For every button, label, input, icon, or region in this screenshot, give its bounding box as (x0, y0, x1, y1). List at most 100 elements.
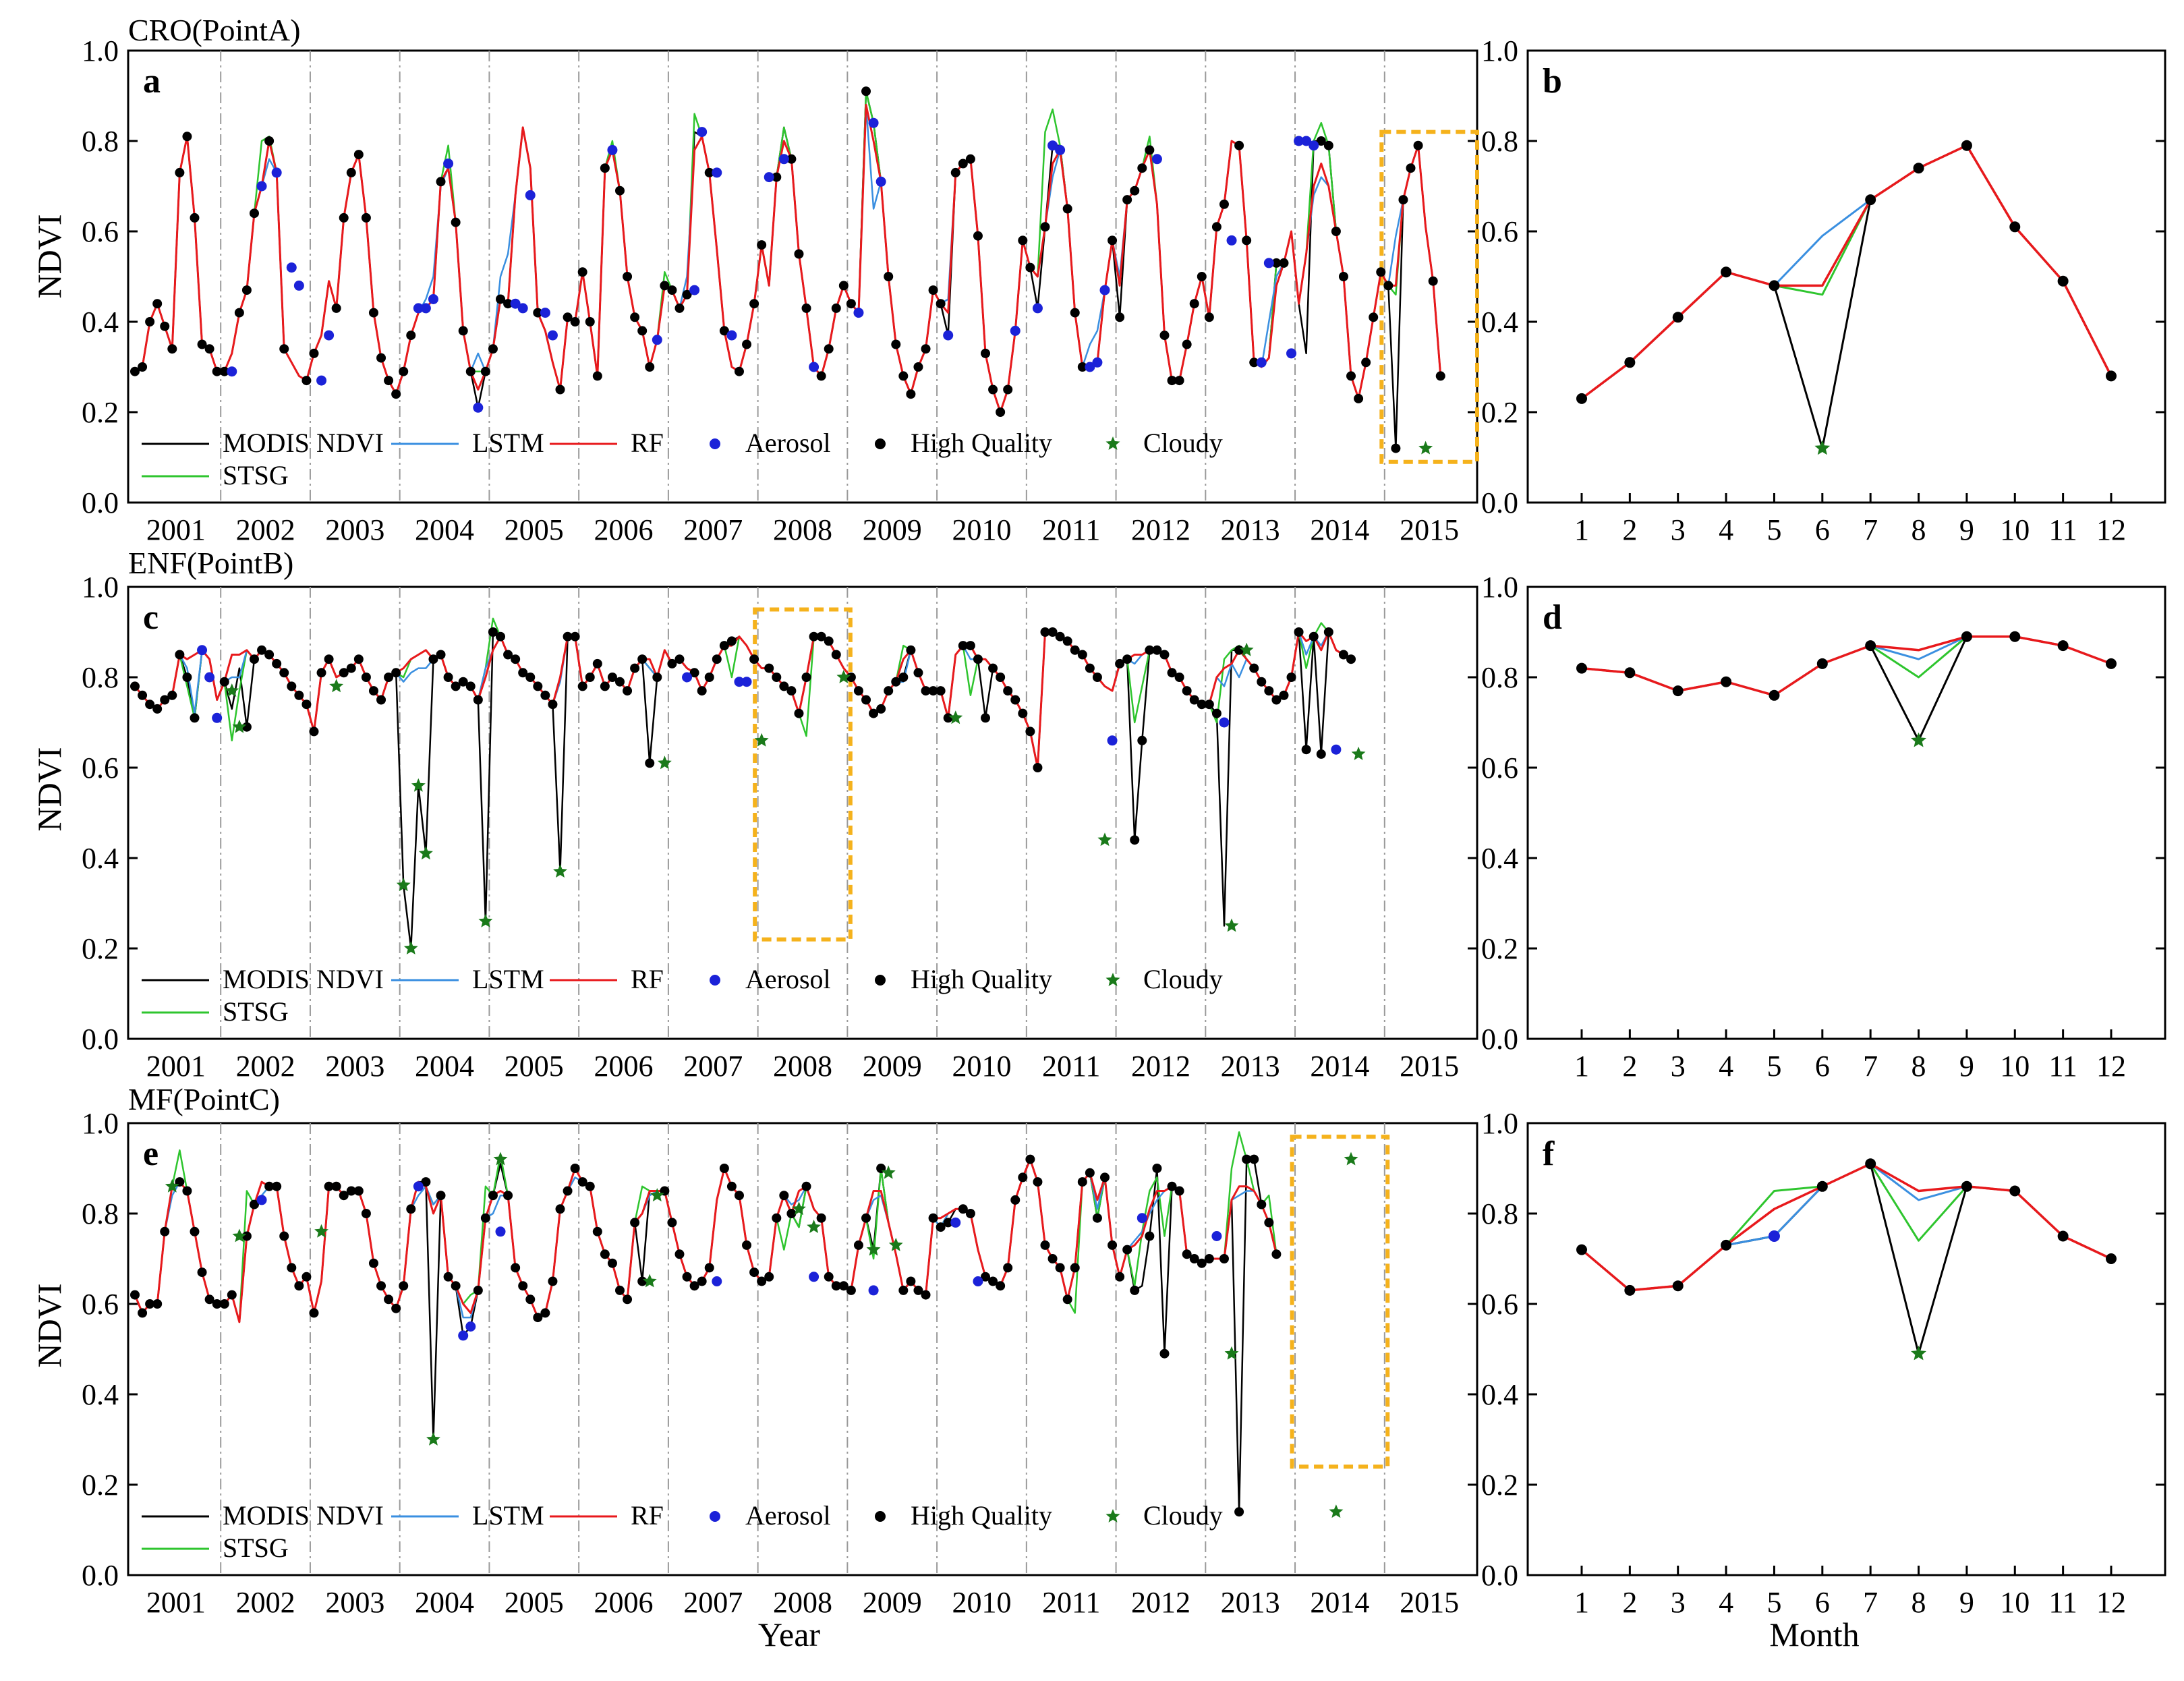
aerosol-point (256, 1195, 267, 1205)
aerosol-point (286, 262, 297, 273)
cloudy-point (881, 1165, 896, 1179)
panel-d-ytick-label: 0.8 (1481, 661, 1518, 694)
panel-b-month-label: 6 (1815, 513, 1830, 546)
high-quality-point (473, 1285, 483, 1295)
cloudy-point (1351, 746, 1366, 760)
high-quality-point (816, 1213, 826, 1223)
legend-rf-label: RF (631, 1500, 664, 1531)
high-quality-point (219, 1299, 229, 1309)
high-quality-point (540, 690, 550, 700)
panel-b-ytick-label: 0.0 (1481, 486, 1518, 519)
aerosol-point (764, 172, 774, 183)
high-quality-point (182, 673, 192, 682)
high-quality-point (1346, 654, 1356, 664)
high-quality-point (488, 344, 498, 354)
high-quality-point (1182, 686, 1192, 696)
high-quality-point (704, 167, 714, 177)
high-quality-point (1062, 1294, 1072, 1305)
high-quality-point (272, 658, 282, 668)
panel-b-month-label: 5 (1766, 513, 1781, 546)
high-quality-point (130, 366, 140, 376)
high-quality-point (1369, 312, 1379, 322)
high-quality-point (869, 708, 879, 718)
panel-c-year-label: 2011 (1042, 1050, 1100, 1083)
panel-d-month-label: 1 (1574, 1050, 1589, 1083)
high-quality-point (1189, 1254, 1199, 1263)
high-quality-point (674, 1249, 685, 1259)
high-quality-point (1406, 163, 1416, 173)
high-quality-point (592, 371, 602, 381)
cloudy-point (1814, 440, 1831, 455)
panel-b: 0.00.20.40.60.81.0b1 2 3 4 5 6 7 8 9 10 11 12 (1481, 34, 2166, 546)
panel-e-ylabel: NDVI (30, 1284, 68, 1368)
panel-c-year-label: 2012 (1131, 1050, 1190, 1083)
panel-e-year-label: 2015 (1400, 1586, 1459, 1619)
panel-c-year-label: 2007 (683, 1050, 743, 1083)
high-quality-point (2009, 1185, 2021, 1197)
high-quality-point (279, 668, 289, 678)
high-quality-point (726, 1181, 737, 1191)
aerosol-point (943, 330, 954, 341)
high-quality-point (1323, 140, 1333, 150)
panel-e-year-label: 2008 (773, 1586, 832, 1619)
aerosol-point (868, 1285, 879, 1296)
high-quality-point (1055, 631, 1065, 642)
high-quality-point (906, 389, 916, 399)
high-quality-point (1346, 371, 1356, 381)
series-line-rf (1580, 1162, 2112, 1292)
aerosol-point (495, 1226, 506, 1237)
high-quality-point (1721, 266, 1732, 278)
panel-e-xlabel: Year (758, 1616, 820, 1653)
high-quality-point (264, 136, 275, 146)
cloudy-point (948, 710, 963, 724)
panel-e-year-label: 2006 (594, 1586, 654, 1619)
panel-f-frame (1526, 1122, 2166, 1576)
high-quality-point (853, 1240, 863, 1250)
high-quality-point (465, 681, 476, 691)
high-quality-point (451, 681, 461, 691)
high-quality-point (525, 1294, 536, 1305)
high-quality-point (1219, 1254, 1229, 1263)
series-line-modis-ndvi (134, 1158, 1277, 1513)
high-quality-point (764, 663, 774, 673)
high-quality-point (637, 654, 648, 664)
high-quality-point (1354, 393, 1364, 403)
high-quality-point (1070, 1263, 1080, 1273)
high-quality-point (480, 1213, 490, 1223)
high-quality-point (1033, 763, 1043, 772)
high-quality-point (480, 366, 490, 376)
panel-a-year-label: 2015 (1400, 513, 1459, 546)
legend-rf-label: RF (631, 428, 664, 458)
cloudy-point (1239, 642, 1254, 656)
high-quality-point (1338, 650, 1348, 660)
legend-aerosol-swatch (710, 1511, 720, 1522)
series-line-rf (134, 103, 1442, 414)
legend-aerosol-label: Aerosol (745, 964, 831, 994)
panel-c-ytick-label: 0.2 (82, 932, 119, 965)
high-quality-point (331, 1181, 341, 1191)
high-quality-point (794, 708, 804, 718)
legend-lstm-label: LSTM (472, 1500, 544, 1531)
high-quality-point (913, 668, 923, 678)
high-quality-point (965, 154, 975, 164)
panel-b-ytick-label: 0.4 (1481, 306, 1518, 339)
panel-f-ytick-label: 0.6 (1481, 1288, 1518, 1321)
aerosol-point (950, 1217, 961, 1228)
high-quality-point (346, 663, 356, 673)
legend-modis-label: MODIS NDVI (223, 428, 384, 458)
cloudy-point (225, 683, 239, 697)
aerosol-point (1294, 136, 1304, 146)
high-quality-point (1913, 163, 1924, 174)
high-quality-point (130, 681, 140, 691)
legend-modis-label: MODIS NDVI (223, 1500, 384, 1531)
high-quality-point (1047, 627, 1058, 637)
aerosol-point (741, 677, 752, 687)
high-quality-point (1047, 1254, 1058, 1263)
high-quality-point (794, 249, 804, 259)
legend-high_quality-swatch (875, 975, 886, 986)
panel-e-year-label: 2005 (505, 1586, 564, 1619)
cloudy-point (232, 719, 247, 733)
high-quality-point (145, 317, 155, 326)
legend-cloudy-label: Cloudy (1143, 428, 1223, 458)
